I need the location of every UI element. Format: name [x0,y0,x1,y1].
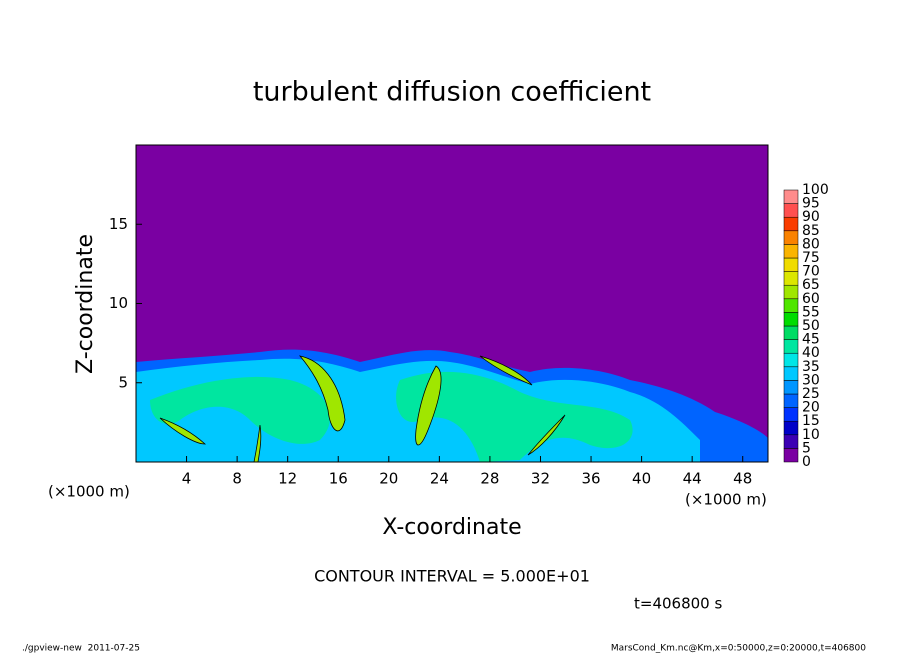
field-band [150,376,330,444]
colorbar-cell [783,203,799,218]
colorbar-label: 85 [802,223,820,239]
x-tick-label: 28 [480,470,499,488]
field-streak [415,365,442,446]
x-tick-label: 32 [531,470,550,488]
colorbar-cell [783,230,799,245]
y-axis-label: Z-coordinate [73,234,98,374]
footer-right: MarsCond_Km.nc@Km,x=0:50000,z=0:20000,t=… [611,644,866,654]
x-tick-label: 8 [232,470,242,488]
colorbar-label: 65 [802,277,820,293]
colorbar-cell [783,434,799,449]
y-tick-label: 10 [109,294,128,312]
colorbar-cell [783,407,799,422]
x-tick-label: 16 [329,470,348,488]
colorbar-label: 100 [802,182,829,198]
colorbar-label: 35 [802,359,820,375]
colorbar-label: 15 [802,413,820,429]
field-streak [253,424,262,462]
x-tick-label: 24 [430,470,449,488]
colorbar-label: 75 [802,250,820,266]
colorbar-label: 10 [802,427,820,443]
colorbar-label: 70 [802,264,820,280]
colorbar-label: 80 [802,236,820,252]
colorbar-label: 25 [802,386,820,402]
x-tick-label: 48 [733,470,752,488]
y-unit: (×1000 m) [48,483,130,501]
x-tick-label: 36 [581,470,600,488]
colorbar-cell [783,393,799,408]
field-streak [479,355,533,386]
colorbar-label: 5 [802,440,811,456]
y-tick-label: 5 [118,373,128,391]
colorbar-cell [783,312,799,327]
field-band [396,371,633,462]
field [136,349,768,462]
x-tick-label: 20 [379,470,398,488]
footer-left: ./gpview-new 2011-07-25 [22,644,140,654]
x-axis-label: X-coordinate [382,515,521,540]
x-tick-label: 44 [683,470,702,488]
colorbar-cell [783,257,799,272]
colorbar-label: 55 [802,304,820,320]
field-streak [159,417,207,445]
colorbar-cell [783,284,799,300]
x-tick-label: 4 [182,470,192,488]
colorbar-label: 0 [802,454,811,470]
colorbar-label: 20 [802,400,820,416]
colorbar-cell [783,420,799,436]
colorbar-label: 95 [802,196,820,212]
colorbar-cell [783,189,799,204]
field-streak [527,414,566,456]
chart-title: turbulent diffusion coefficient [253,77,651,108]
y-tick-label: 15 [109,215,128,233]
colorbar-cell [783,271,799,286]
x-tick-label: 40 [632,470,651,488]
colorbar-cell [783,244,799,259]
colorbar-cell [783,380,799,395]
colorbar-cell [783,448,799,463]
colorbar-label: 50 [802,318,820,334]
colorbar-cell [783,366,799,381]
colorbar-label: 45 [802,332,820,348]
colorbar-label: 30 [802,372,820,388]
colorbar-cell [783,325,799,340]
field-streak [298,355,346,432]
colorbar-cell [783,216,799,232]
x-tick-label: 12 [278,470,297,488]
colorbar-label: 60 [802,291,820,307]
colorbar-label: 40 [802,345,820,361]
x-unit: (×1000 m) [685,491,767,509]
contour-interval: CONTOUR INTERVAL = 5.000E+01 [314,567,590,586]
colorbar-cell [783,352,799,368]
colorbar-cell [783,339,799,354]
colorbar-label: 90 [802,209,820,225]
colorbar-cell [783,298,799,313]
time-label: t=406800 s [634,595,722,613]
